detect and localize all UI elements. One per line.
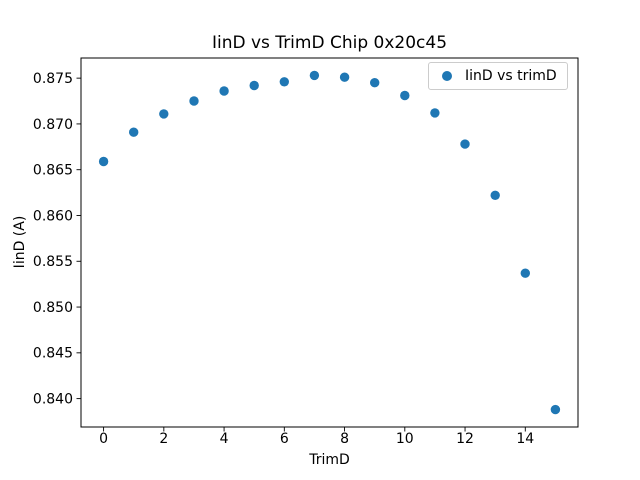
data-point — [98, 156, 109, 167]
data-point — [490, 190, 500, 200]
y-axis-label: IinD (A) — [12, 215, 28, 269]
y-tick-label: 0.845 — [33, 346, 73, 362]
y-tick-label: 0.870 — [33, 117, 73, 133]
legend-label: IinD vs trimD — [465, 68, 557, 84]
x-axis-label: TrimD — [309, 452, 350, 468]
y-tick-label: 0.860 — [33, 208, 73, 224]
y-tick-label: 0.850 — [33, 300, 73, 316]
x-tick-label: 0 — [99, 431, 108, 447]
x-tick-label: 6 — [280, 431, 289, 447]
data-point — [279, 77, 289, 87]
data-point — [550, 404, 561, 415]
data-point — [129, 127, 139, 137]
data-point — [309, 70, 320, 81]
data-point — [400, 90, 410, 101]
legend: IinD vs trimD — [428, 62, 568, 90]
y-tick-label: 0.840 — [33, 392, 73, 408]
y-tick-label: 0.875 — [33, 71, 73, 87]
data-point — [370, 78, 380, 88]
data-point — [460, 139, 470, 149]
x-tick-label: 10 — [396, 431, 414, 447]
y-tick-label: 0.855 — [33, 254, 73, 270]
data-point — [339, 72, 350, 82]
data-point — [159, 109, 169, 119]
axes-frame — [80, 57, 579, 428]
data-point — [249, 80, 259, 91]
data-point — [219, 86, 229, 96]
legend-marker-icon — [442, 71, 452, 81]
data-point — [430, 108, 440, 118]
data-point — [189, 96, 199, 106]
chart-title: IinD vs TrimD Chip 0x20c45 — [211, 33, 448, 53]
x-tick-label: 14 — [516, 431, 534, 447]
x-tick-label: 4 — [220, 431, 229, 447]
x-tick-label: 2 — [159, 431, 168, 447]
data-point — [520, 268, 530, 278]
x-tick-label: 8 — [340, 431, 349, 447]
y-tick-label: 0.865 — [33, 163, 73, 179]
x-tick-label: 12 — [456, 431, 474, 447]
